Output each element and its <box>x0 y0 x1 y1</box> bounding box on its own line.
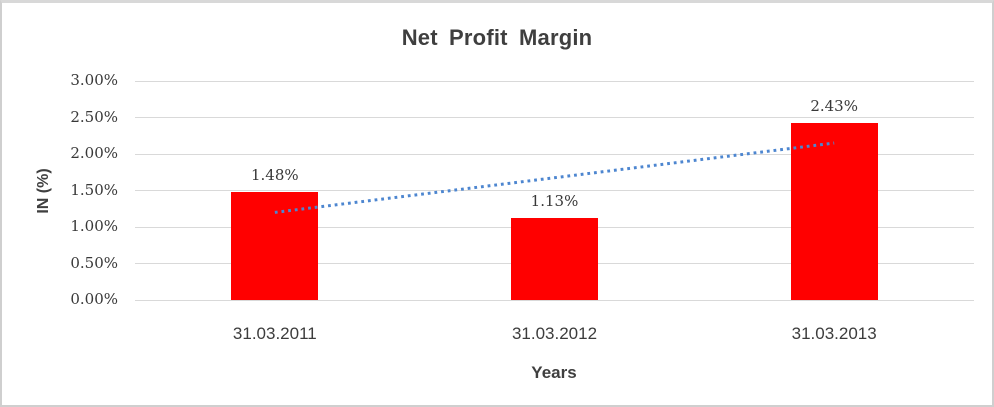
y-tick-label: 3.00% <box>70 71 118 89</box>
bar <box>231 191 319 300</box>
data-label: 2.43% <box>810 96 858 115</box>
chart-title: Net Profit Margin <box>401 25 593 50</box>
y-tick-label: 1.00% <box>70 217 118 235</box>
bar <box>790 122 878 300</box>
y-tick-label: 2.50% <box>70 107 118 126</box>
y-gridline <box>135 299 974 301</box>
x-category-label: 31.03.2012 <box>511 324 598 343</box>
y-gridline <box>135 80 974 82</box>
x-category-label: 31.03.2011 <box>232 324 317 343</box>
bar <box>511 217 598 300</box>
y-tick-label: 1.50% <box>70 180 118 199</box>
x-category-label: 31.03.2013 <box>791 324 877 343</box>
y-tick-label: 2.00% <box>70 144 118 162</box>
data-label: 1.13% <box>530 191 579 210</box>
data-label: 1.48% <box>251 165 299 184</box>
y-tick-label: 0.00% <box>70 290 118 308</box>
y-tick-label: 0.50% <box>70 253 118 272</box>
y-gridline <box>135 117 974 118</box>
x-axis-title: Years <box>531 363 577 382</box>
